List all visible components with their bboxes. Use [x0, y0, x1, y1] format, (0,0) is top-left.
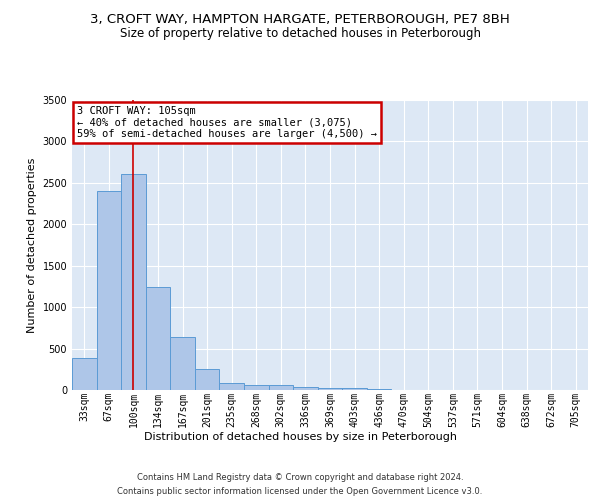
Bar: [342, 388, 367, 390]
Bar: [170, 337, 195, 390]
Bar: [269, 386, 293, 390]
Bar: [293, 386, 318, 390]
Text: Size of property relative to detached houses in Peterborough: Size of property relative to detached ho…: [119, 28, 481, 40]
Bar: [146, 288, 170, 390]
Bar: [318, 388, 342, 390]
Text: 3, CROFT WAY, HAMPTON HARGATE, PETERBOROUGH, PE7 8BH: 3, CROFT WAY, HAMPTON HARGATE, PETERBORO…: [90, 12, 510, 26]
Bar: [97, 191, 121, 390]
Y-axis label: Number of detached properties: Number of detached properties: [27, 158, 37, 332]
Text: Contains public sector information licensed under the Open Government Licence v3: Contains public sector information licen…: [118, 488, 482, 496]
Bar: [244, 385, 269, 390]
Text: Distribution of detached houses by size in Peterborough: Distribution of detached houses by size …: [143, 432, 457, 442]
Bar: [367, 389, 391, 390]
Bar: [121, 174, 146, 390]
Text: 3 CROFT WAY: 105sqm
← 40% of detached houses are smaller (3,075)
59% of semi-det: 3 CROFT WAY: 105sqm ← 40% of detached ho…: [77, 106, 377, 139]
Bar: [220, 382, 244, 390]
Bar: [195, 369, 220, 390]
Bar: [72, 358, 97, 390]
Text: Contains HM Land Registry data © Crown copyright and database right 2024.: Contains HM Land Registry data © Crown c…: [137, 472, 463, 482]
